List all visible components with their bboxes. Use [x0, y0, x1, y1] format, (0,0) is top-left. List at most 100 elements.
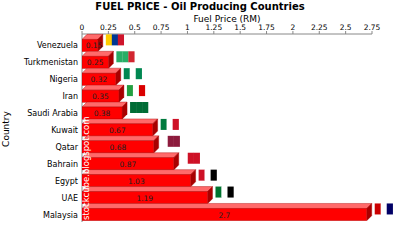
category-label: Qatar	[55, 143, 78, 152]
flag-stripe	[127, 85, 133, 96]
category-label: Egypt	[55, 177, 78, 186]
bar-top	[82, 85, 124, 90]
x-tick-label: 0.75	[153, 23, 170, 32]
x-tick-label: 2.25	[311, 23, 328, 32]
bar-side	[116, 68, 121, 85]
category-label: Saudi Arabia	[27, 109, 78, 118]
bar-top	[82, 68, 121, 73]
flag-stripe	[116, 51, 122, 62]
flag-stripe	[142, 102, 148, 113]
bar	[82, 175, 191, 187]
annotation: stockcube.blogspot.com	[81, 116, 91, 220]
bar-top	[82, 136, 159, 141]
data-label: 0.87	[120, 160, 137, 169]
bar-top	[82, 102, 127, 107]
bar-side	[153, 119, 158, 136]
flag-stripe	[130, 102, 136, 113]
category-label: Nigeria	[49, 75, 78, 84]
flag-stripe	[106, 34, 112, 45]
x-tick-label: 0.5	[129, 23, 141, 32]
flag-stripe	[167, 119, 173, 130]
flag	[199, 170, 217, 181]
flag-stripe	[227, 187, 233, 198]
flag-stripe	[188, 153, 194, 164]
flag	[182, 153, 200, 164]
flag	[106, 34, 124, 45]
labels: Venezuela 0.15 Turkmenistan 0.25 Nigeria 0.32…	[23, 34, 393, 219]
flag-stripe	[161, 119, 167, 130]
flag-stripe	[168, 136, 174, 147]
flag	[127, 85, 145, 96]
flag	[130, 102, 148, 113]
chart: FUEL PRICE - Oil Producing CountriesFuel…	[0, 0, 400, 231]
x-tick-label: 2	[291, 23, 296, 32]
bar	[82, 192, 207, 204]
category-label: Iran	[62, 92, 78, 101]
flag-stripe	[211, 170, 217, 181]
data-label: 0.25	[87, 58, 104, 67]
data-label: 0.32	[91, 75, 108, 84]
flag-stripe	[124, 68, 130, 79]
data-label: 0.68	[110, 143, 127, 152]
x-tick-label: 1.5	[234, 23, 246, 32]
bar-top	[82, 187, 212, 192]
flag	[215, 187, 233, 198]
bar	[82, 73, 116, 85]
flag-stripe	[194, 153, 200, 164]
x-tick-label: 1	[185, 23, 190, 32]
bar-group	[82, 136, 159, 153]
x-tick-label: 1.75	[258, 23, 275, 32]
y-axis-label: Country	[1, 110, 11, 146]
bar-top	[82, 153, 179, 158]
x-axis-line	[82, 34, 372, 35]
flag-stripe	[375, 203, 381, 214]
flag-stripe	[173, 119, 179, 130]
x-tick-label: 0.25	[100, 23, 117, 32]
bar-group	[82, 85, 124, 102]
data-label: 1.19	[136, 194, 153, 203]
data-label: 0.35	[92, 92, 109, 101]
x-tick-label: 1.25	[205, 23, 222, 32]
flag-stripe	[133, 85, 139, 96]
category-label: Bahrain	[47, 160, 78, 169]
bar-side	[154, 136, 159, 153]
x-axis-label: Fuel Price (RM)	[193, 14, 260, 24]
bars	[82, 34, 372, 220]
category-label: Venezuela	[37, 41, 78, 50]
data-label: 0.15	[86, 41, 103, 50]
flag-stripe	[112, 34, 118, 45]
bar	[82, 56, 108, 68]
flag-stripe	[182, 153, 188, 164]
flag	[124, 68, 142, 79]
bar	[82, 208, 367, 220]
bar-side	[367, 203, 372, 220]
x-tick-label: 2.75	[364, 23, 381, 32]
flag-stripe	[130, 68, 136, 79]
bar-side	[191, 170, 196, 187]
flag-stripe	[136, 102, 142, 113]
bar	[82, 124, 153, 136]
flag-stripe	[122, 51, 128, 62]
bar-group	[82, 51, 113, 68]
bar-side	[174, 153, 179, 170]
flag-stripe	[221, 187, 227, 198]
bar-group	[82, 119, 158, 136]
bar-group	[82, 187, 212, 204]
bar	[82, 141, 154, 153]
flag-stripe	[174, 136, 180, 147]
flag-stripe	[387, 203, 393, 214]
bar-group	[82, 68, 121, 85]
flag-stripe	[199, 170, 205, 181]
bar-group	[82, 170, 196, 187]
flag-stripe	[118, 34, 124, 45]
bar-side	[108, 51, 113, 68]
flag	[375, 203, 393, 214]
category-label: Turkmenistan	[23, 58, 78, 67]
bar-top	[82, 51, 113, 56]
flag-stripe	[215, 187, 221, 198]
bar-group	[82, 153, 179, 170]
flag-stripe	[139, 85, 145, 96]
bar-group	[82, 34, 103, 51]
category-label: Kuwait	[51, 126, 78, 135]
bar	[82, 158, 174, 170]
